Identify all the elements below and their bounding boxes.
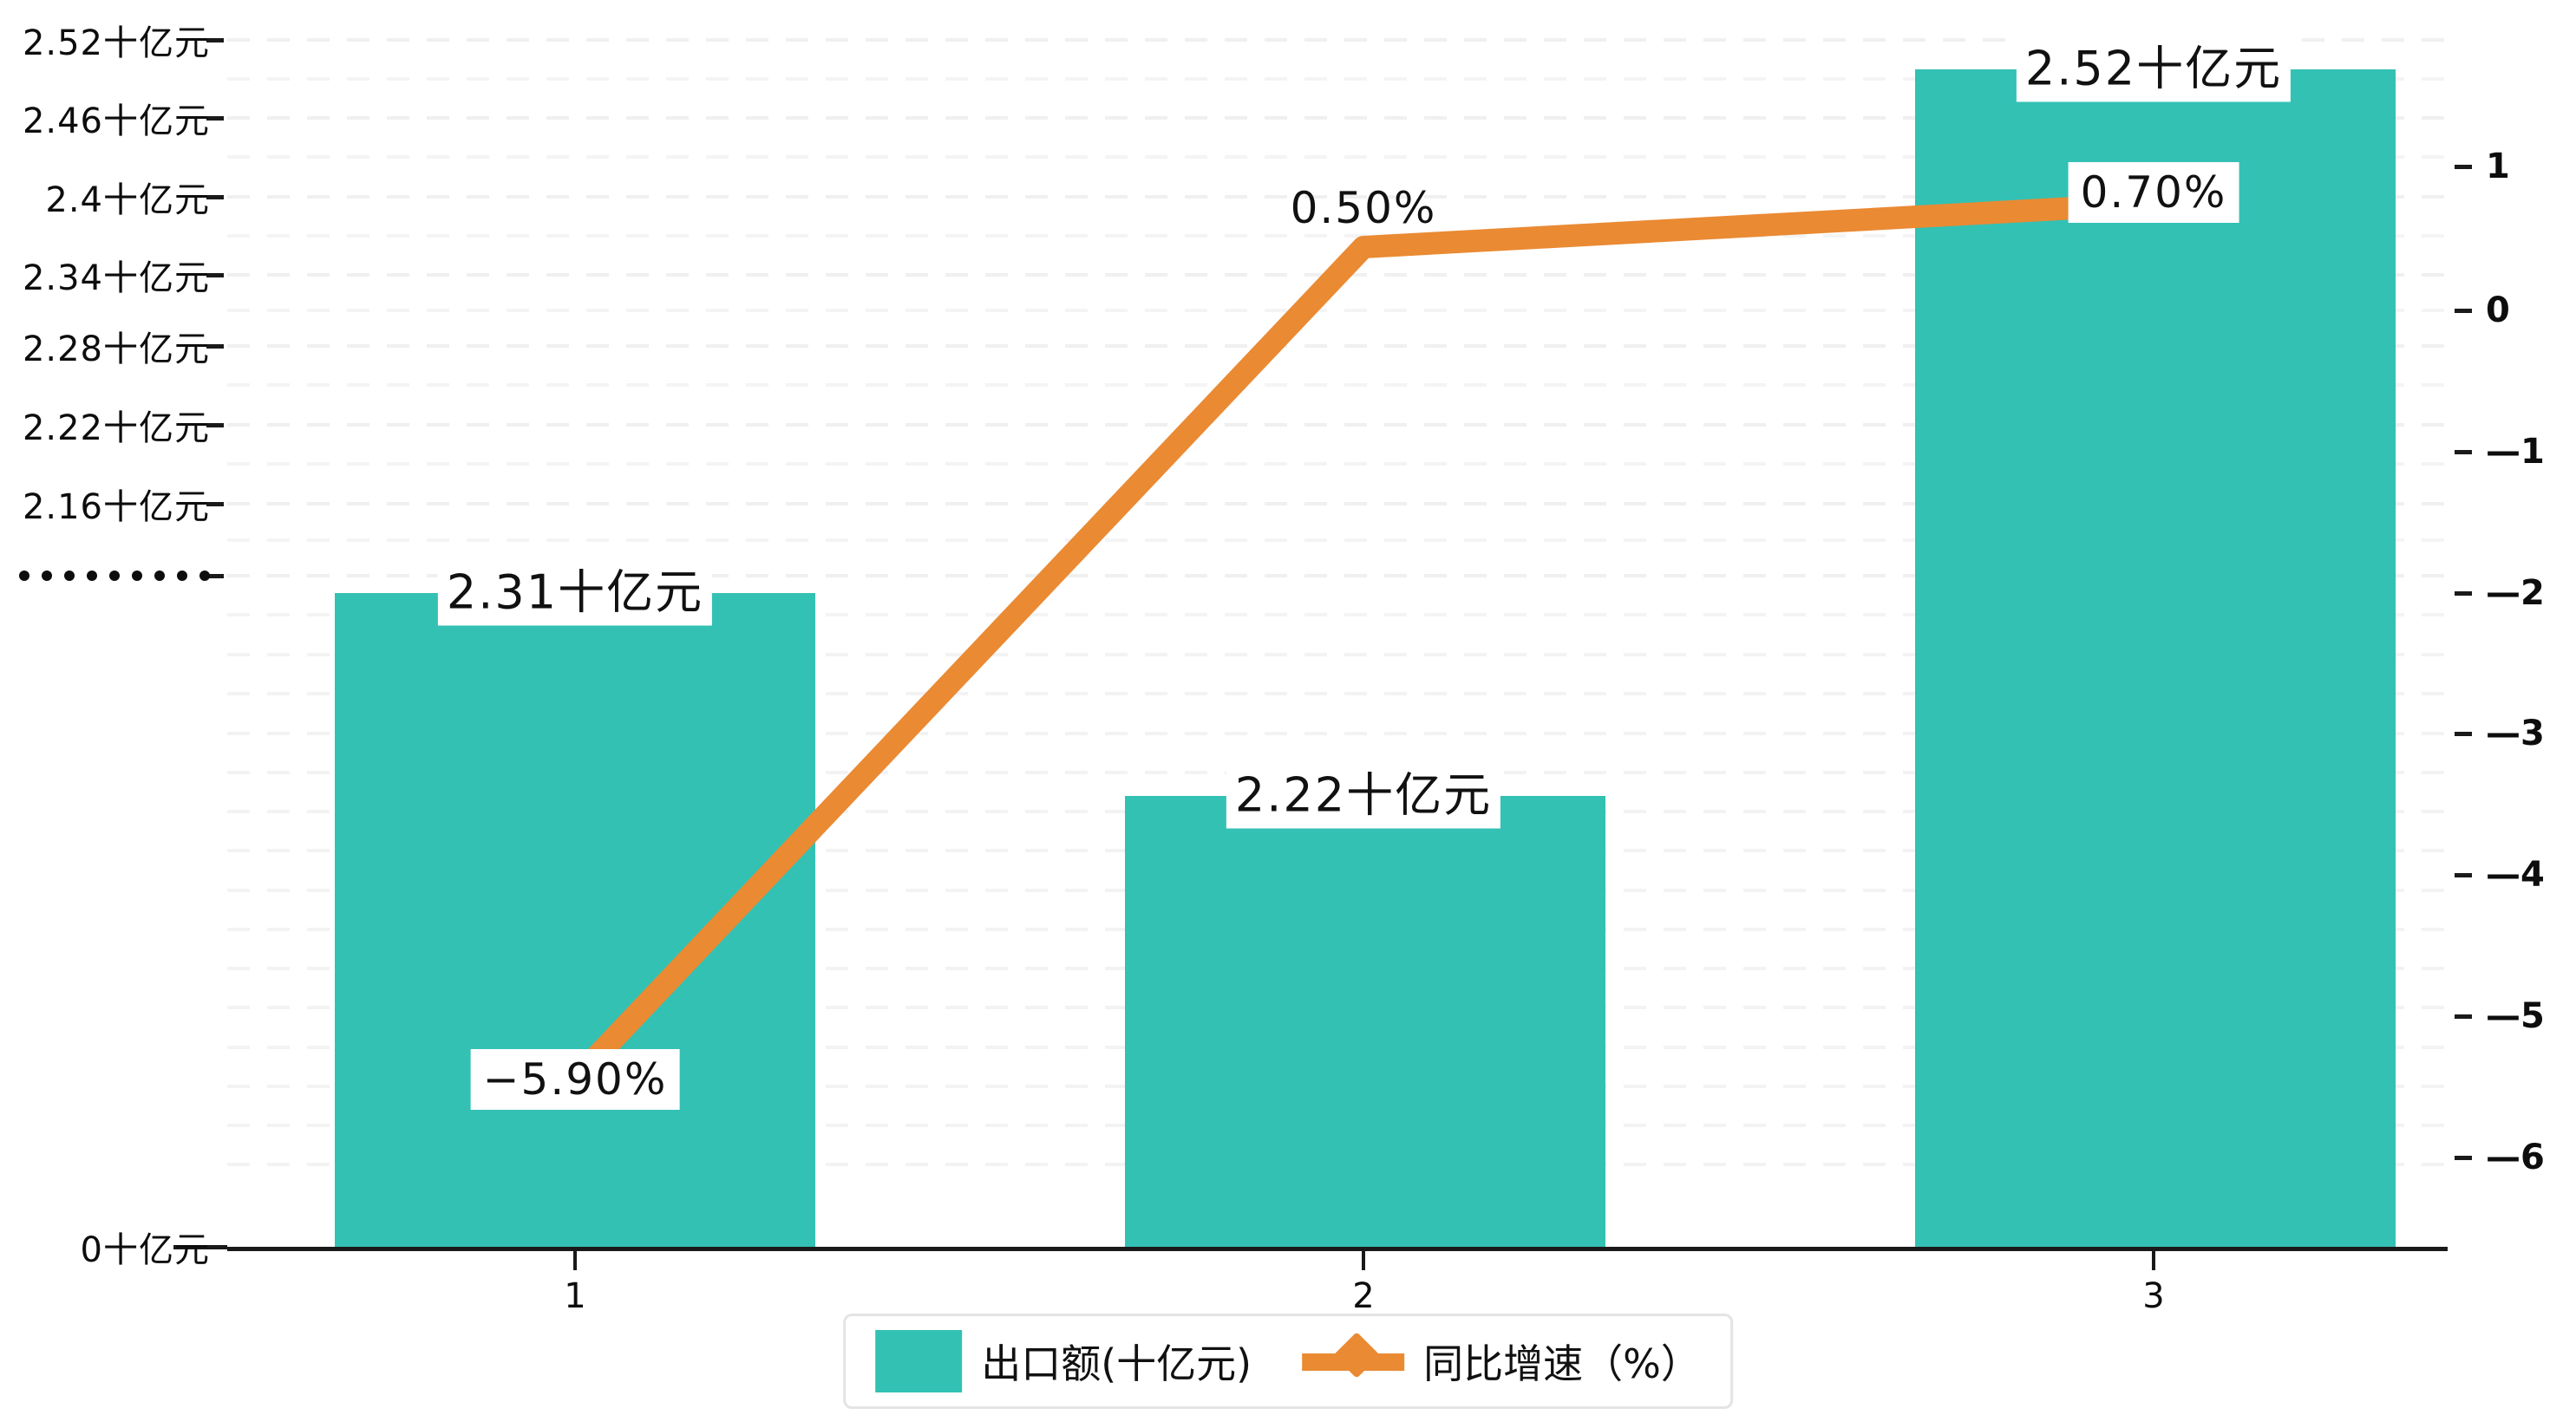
right-axis-tick-label: —3	[2486, 714, 2545, 753]
left-axis-tick	[206, 273, 224, 277]
x-axis-tick-label: 2	[1352, 1276, 1375, 1316]
right-axis-tick-label: —4	[2486, 855, 2545, 895]
bar[interactable]	[1915, 69, 2396, 1247]
x-axis-tick	[573, 1251, 577, 1270]
left-axis-tick-label: 2.16十亿元	[22, 487, 210, 527]
left-axis-tick	[206, 38, 224, 42]
gridline	[227, 653, 2448, 656]
bar-data-label: 2.31十亿元	[437, 550, 713, 626]
x-axis-tick-label: 1	[564, 1276, 586, 1316]
right-axis-tick	[2455, 309, 2472, 313]
gridline	[227, 116, 2448, 120]
chart-legend[interactable]: 出口额(十亿元) 同比增速（%）	[843, 1314, 1733, 1409]
growth-line-path	[566, 192, 2154, 1087]
line-data-label: −5.90%	[470, 1049, 680, 1110]
legend-label-export-value: 出口额(十亿元)	[981, 1340, 1252, 1387]
x-axis-tick	[1362, 1251, 1365, 1270]
gridline	[227, 502, 2448, 505]
bar-data-label: 2.22十亿元	[1226, 753, 1501, 829]
right-axis-tick-label: —1	[2486, 432, 2545, 472]
left-axis-tick-label: 2.46十亿元	[22, 101, 210, 141]
right-axis-tick	[2455, 450, 2472, 454]
legend-square-icon	[875, 1330, 963, 1392]
gridline	[227, 538, 2448, 542]
gridline	[227, 77, 2448, 81]
bar[interactable]	[1125, 796, 1605, 1247]
left-axis-tick	[206, 502, 224, 506]
left-axis-tick	[206, 116, 224, 121]
right-axis-tick-label: —6	[2486, 1138, 2545, 1177]
left-axis-tick	[206, 423, 224, 427]
left-axis-tick-label: 2.22十亿元	[22, 408, 210, 448]
gridline	[227, 462, 2448, 466]
legend-label-growth-rate: 同比增速（%）	[1423, 1340, 1701, 1387]
gridline	[227, 195, 2448, 199]
gridline	[227, 423, 2448, 427]
right-axis-tick-label: —2	[2486, 573, 2545, 613]
x-axis-tick-label: 3	[2142, 1276, 2165, 1316]
left-axis-break-marker	[19, 571, 210, 581]
gridline	[227, 234, 2448, 238]
right-axis-tick	[2455, 1156, 2472, 1160]
gridline	[227, 692, 2448, 695]
x-axis-tick	[2152, 1251, 2155, 1270]
left-axis-tick-label: 0十亿元	[80, 1230, 210, 1270]
bar-data-label: 2.52十亿元	[2016, 26, 2292, 102]
right-axis-tick	[2455, 1014, 2472, 1019]
left-axis-tick	[206, 195, 224, 199]
left-axis-tick-label: 2.34十亿元	[22, 258, 210, 298]
left-axis-tick	[206, 574, 224, 578]
left-axis-tick-label: 2.52十亿元	[22, 23, 210, 63]
gridline	[227, 38, 2448, 42]
left-axis-tick	[206, 344, 224, 349]
gridline	[227, 732, 2448, 735]
legend-item-growth-rate[interactable]: 同比增速（%）	[1302, 1330, 1701, 1392]
right-axis-tick	[2455, 732, 2472, 736]
line-data-label: 0.50%	[1290, 183, 1437, 233]
left-axis-tick-label: 2.28十亿元	[22, 329, 210, 369]
gridline	[227, 383, 2448, 387]
gridline	[227, 613, 2448, 616]
x-axis-line	[227, 1247, 2448, 1251]
left-axis-tick	[173, 1245, 227, 1249]
right-axis-tick	[2455, 591, 2472, 596]
legend-line-diamond-icon	[1302, 1330, 1405, 1392]
gridline	[227, 309, 2448, 312]
left-axis-tick-label: 2.4十亿元	[45, 180, 210, 220]
gridline	[227, 574, 2448, 577]
right-axis-tick-label: 0	[2486, 290, 2510, 330]
right-axis-tick-label: —5	[2486, 996, 2545, 1036]
right-axis-tick-label: 1	[2486, 147, 2510, 186]
line-data-label: 0.70%	[2068, 162, 2239, 223]
gridline	[227, 344, 2448, 348]
right-axis-tick	[2455, 873, 2472, 877]
right-axis-tick	[2455, 165, 2472, 169]
legend-item-export-value[interactable]: 出口额(十亿元)	[875, 1330, 1252, 1392]
gridline	[227, 155, 2448, 159]
